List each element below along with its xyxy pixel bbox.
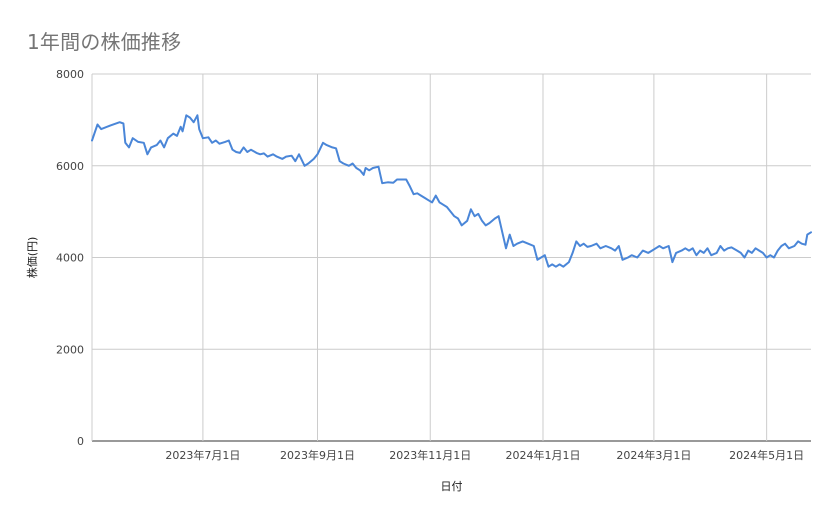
series-line (91, 114, 812, 268)
x-tick-label: 2024年3月1日 (616, 448, 691, 462)
y-tick-label: 0 (77, 435, 84, 448)
series-layer (91, 114, 812, 268)
x-tick-label: 2023年7月1日 (165, 448, 240, 462)
y-tick-label: 6000 (56, 160, 84, 173)
y-tick-label: 8000 (56, 68, 84, 81)
x-tick-label: 2024年5月1日 (729, 448, 804, 462)
y-axis-title: 株価(円) (25, 237, 39, 279)
x-tick-label: 2023年9月1日 (280, 448, 355, 462)
x-tick-label: 2024年1月1日 (505, 448, 580, 462)
y-tick-label: 4000 (56, 252, 84, 265)
x-axis-title: 日付 (441, 480, 463, 493)
y-axis-ticks: 0 2000 4000 6000 8000 (56, 68, 84, 448)
y-tick-label: 2000 (56, 343, 84, 356)
chart-title: 1年間の株価推移 (27, 30, 182, 54)
x-axis-ticks: 2023年7月1日 2023年9月1日 2023年11月1日 2024年1月1日 202… (165, 448, 804, 462)
x-tick-label: 2023年11月1日 (389, 448, 471, 462)
